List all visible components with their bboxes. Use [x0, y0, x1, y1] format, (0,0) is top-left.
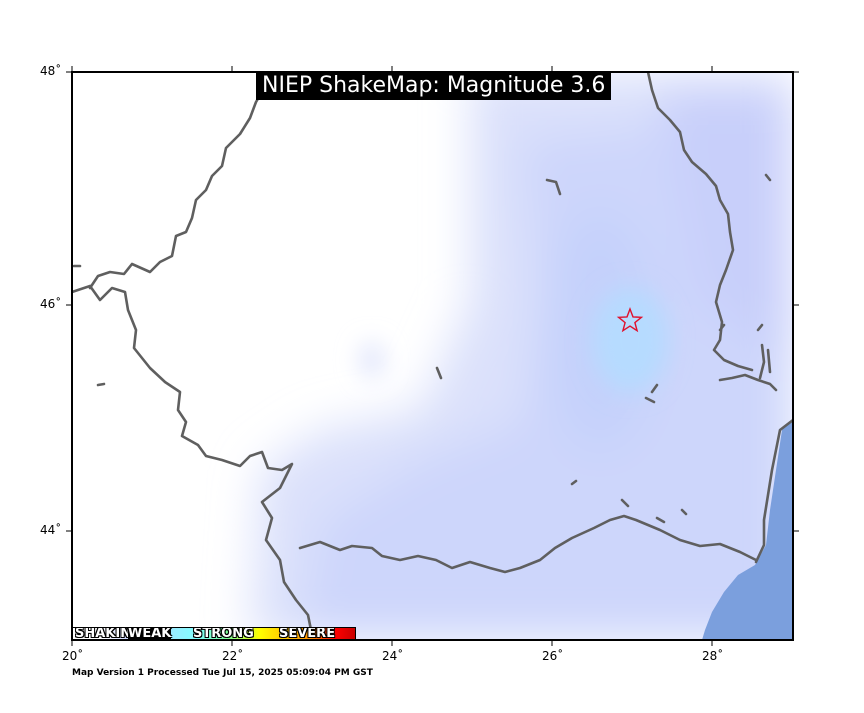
intensity-shading — [250, 72, 793, 640]
legend-weak: WEAK — [128, 627, 172, 640]
tick-marks — [66, 66, 799, 646]
border-northwest — [88, 72, 278, 290]
lat-label-46: 46˚ — [40, 297, 62, 311]
lon-label-26: 26˚ — [542, 649, 564, 663]
lon-label-28: 28˚ — [702, 649, 724, 663]
map-version-note: Map Version 1 Processed Tue Jul 15, 2025… — [72, 668, 373, 678]
lon-label-20: 20˚ — [62, 649, 84, 663]
legend-strong: STRONG — [193, 627, 254, 640]
border-danube — [298, 514, 758, 574]
border-west — [72, 284, 315, 640]
intensity-zone-north — [660, 90, 793, 360]
legend-shaking: SHAKING — [75, 627, 142, 640]
intensity-zone-spot — [360, 342, 384, 378]
intensity-zone-core — [592, 288, 668, 392]
map-area — [72, 72, 793, 640]
epicenter-star-icon — [616, 307, 644, 333]
lat-label-44: 44˚ — [40, 523, 62, 537]
border-moldova — [646, 72, 754, 372]
lat-label-48: 48˚ — [40, 64, 62, 78]
black-sea — [702, 420, 793, 640]
map-title: NIEP ShakeMap: Magnitude 3.6 — [256, 72, 612, 100]
borders — [72, 72, 793, 640]
intensity-legend: SHAKING WEAK STRONG SEVERE — [72, 627, 356, 640]
border-delta — [718, 373, 778, 392]
intensity-zone-weak — [300, 110, 793, 640]
lake-shapes — [758, 343, 772, 380]
lon-label-24: 24˚ — [382, 649, 404, 663]
small-features — [72, 173, 772, 524]
coastline — [754, 418, 793, 564]
intensity-core — [360, 288, 668, 392]
lon-label-22: 22˚ — [222, 649, 244, 663]
legend-severe: SEVERE — [279, 627, 336, 640]
